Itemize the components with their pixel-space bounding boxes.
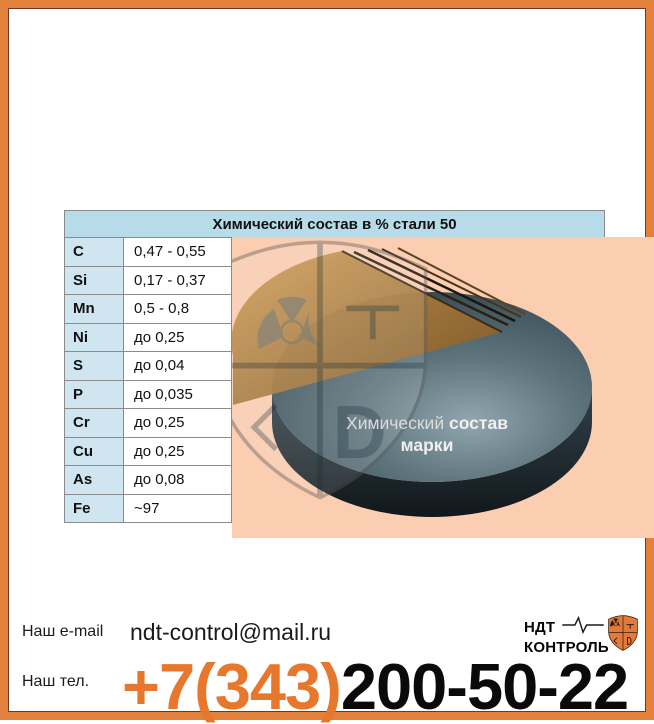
svg-text:марки: марки (401, 435, 454, 455)
svg-text:Химический состав: Химический состав (346, 413, 508, 433)
